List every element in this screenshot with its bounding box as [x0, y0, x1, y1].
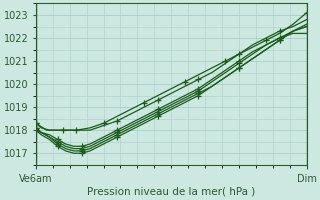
X-axis label: Pression niveau de la mer( hPa ): Pression niveau de la mer( hPa ) [87, 187, 255, 197]
